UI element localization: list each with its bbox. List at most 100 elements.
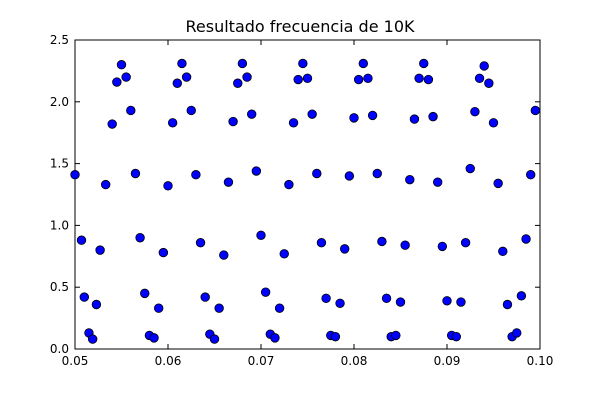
data-point <box>372 168 382 179</box>
data-point <box>358 58 369 69</box>
data-point <box>419 58 429 69</box>
data-point <box>442 296 452 306</box>
data-point <box>135 233 145 243</box>
data-point <box>470 106 480 117</box>
data-point <box>158 247 169 258</box>
plot-area <box>74 39 541 350</box>
data-point <box>405 174 415 185</box>
data-point <box>381 293 392 304</box>
data-point <box>530 105 541 116</box>
data-point <box>251 166 262 176</box>
data-point <box>116 60 127 70</box>
data-point <box>181 72 192 82</box>
data-point <box>409 114 420 124</box>
y-tick-label: 0.5 <box>50 280 69 294</box>
data-point <box>391 330 401 341</box>
data-point <box>340 244 350 254</box>
data-point <box>70 170 80 180</box>
data-point <box>177 58 187 69</box>
y-tick-label: 1.5 <box>50 157 69 171</box>
data-point <box>479 61 489 71</box>
data-point <box>484 78 494 88</box>
data-point <box>112 77 122 87</box>
data-point <box>521 234 531 244</box>
data-point <box>288 118 299 128</box>
data-point <box>423 74 434 85</box>
data-point <box>367 110 378 121</box>
x-tick-label: 0.06 <box>155 354 182 368</box>
data-point <box>451 331 462 342</box>
data-point <box>460 237 471 248</box>
data-point <box>153 303 164 313</box>
data-points <box>70 58 541 344</box>
data-point <box>242 72 252 82</box>
data-point <box>493 178 503 189</box>
data-point <box>316 237 327 248</box>
data-point <box>437 241 448 252</box>
data-point <box>330 331 341 342</box>
data-point <box>172 78 183 88</box>
axis-tick-labels: 0.05 0.06 0.07 0.08 0.09 0.10 0.0 0.5 1.0 1.5 2.0 2… <box>50 33 553 368</box>
data-point <box>293 74 303 85</box>
data-point <box>186 105 196 116</box>
data-point <box>237 58 248 69</box>
x-tick-label: 0.08 <box>341 354 368 368</box>
data-point <box>167 118 178 128</box>
x-tick-label: 0.07 <box>248 354 275 368</box>
data-point <box>395 297 406 307</box>
data-point <box>312 168 322 179</box>
data-point <box>260 287 271 297</box>
data-point <box>344 171 355 181</box>
y-tick-label: 1.0 <box>50 218 69 232</box>
data-point <box>214 303 224 313</box>
data-point <box>121 72 131 82</box>
data-point <box>433 177 443 187</box>
data-point <box>233 78 243 88</box>
data-point <box>246 109 257 119</box>
data-point <box>126 105 136 116</box>
data-point <box>79 292 90 302</box>
data-point <box>516 291 527 301</box>
data-point <box>302 73 313 84</box>
data-point <box>526 170 536 180</box>
data-point <box>149 333 159 343</box>
x-tick-label: 0.10 <box>527 354 554 368</box>
data-point <box>163 181 173 191</box>
data-point <box>140 288 150 299</box>
y-tick-label: 2.0 <box>50 95 69 109</box>
data-point <box>377 236 387 247</box>
data-point <box>465 163 475 174</box>
x-tick-label: 0.09 <box>434 354 461 368</box>
y-tick-label: 2.5 <box>50 33 69 47</box>
data-point <box>91 299 102 310</box>
data-point <box>307 109 317 119</box>
y-tick-label: 0.0 <box>50 342 69 356</box>
data-point <box>256 230 266 240</box>
data-point <box>502 299 513 310</box>
data-point <box>321 293 331 304</box>
data-point <box>279 249 289 259</box>
x-tick-label: 0.05 <box>62 354 89 368</box>
data-point <box>228 116 238 127</box>
data-point <box>414 73 424 84</box>
data-point <box>130 168 141 179</box>
data-point <box>95 245 105 255</box>
data-point <box>274 303 285 313</box>
data-point <box>456 297 466 307</box>
data-point <box>223 177 234 187</box>
data-point <box>298 58 308 69</box>
data-point <box>209 334 220 344</box>
data-point <box>219 250 229 260</box>
axis-ticks <box>74 39 541 350</box>
data-point <box>284 179 294 190</box>
data-point <box>353 74 364 85</box>
data-point <box>270 333 280 343</box>
data-point <box>200 292 210 302</box>
data-point <box>474 73 485 84</box>
data-point <box>87 334 98 344</box>
data-point <box>498 246 508 257</box>
data-point <box>400 240 410 250</box>
data-point <box>349 113 359 123</box>
data-point <box>191 170 201 180</box>
